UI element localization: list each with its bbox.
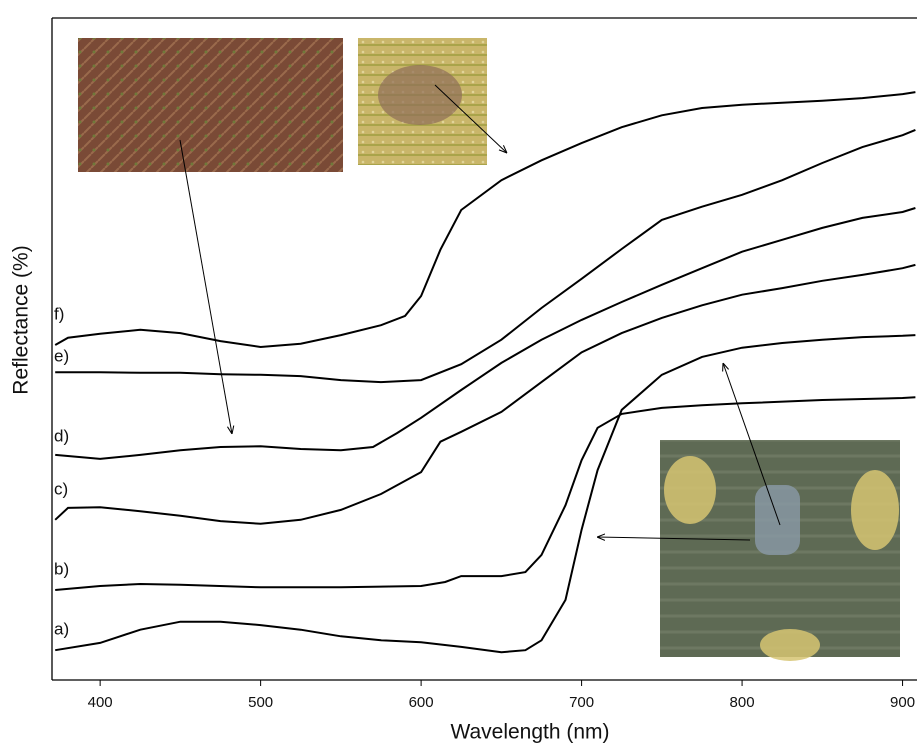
- x-tick-label: 800: [730, 694, 755, 711]
- photo: [78, 38, 343, 172]
- photo-green: [597, 363, 900, 661]
- x-tick-label: 400: [88, 694, 113, 711]
- curve-label: d): [54, 426, 69, 445]
- photo-motif: [755, 485, 800, 555]
- photo-motif: [664, 456, 716, 524]
- curve-label: a): [54, 620, 69, 639]
- curve-label: f): [54, 305, 64, 324]
- x-tick-label: 600: [409, 694, 434, 711]
- x-tick-label: 700: [569, 694, 594, 711]
- arrow: [180, 140, 232, 434]
- curve-label: b): [54, 559, 69, 578]
- x-tick-label: 900: [890, 694, 915, 711]
- curve-label: e): [54, 347, 69, 366]
- y-axis-title: Reflectance (%): [10, 245, 33, 394]
- photo-gold: [358, 38, 507, 165]
- photo-motif: [851, 470, 899, 550]
- curve-label: c): [54, 479, 68, 498]
- photo-motif: [378, 65, 462, 125]
- x-axis-title: Wavelength (nm): [450, 721, 609, 744]
- x-tick-label: 500: [248, 694, 273, 711]
- photo-motif: [760, 629, 820, 661]
- chart: Wavelength (nm) Reflectance (%) 400 500 60…: [0, 0, 917, 744]
